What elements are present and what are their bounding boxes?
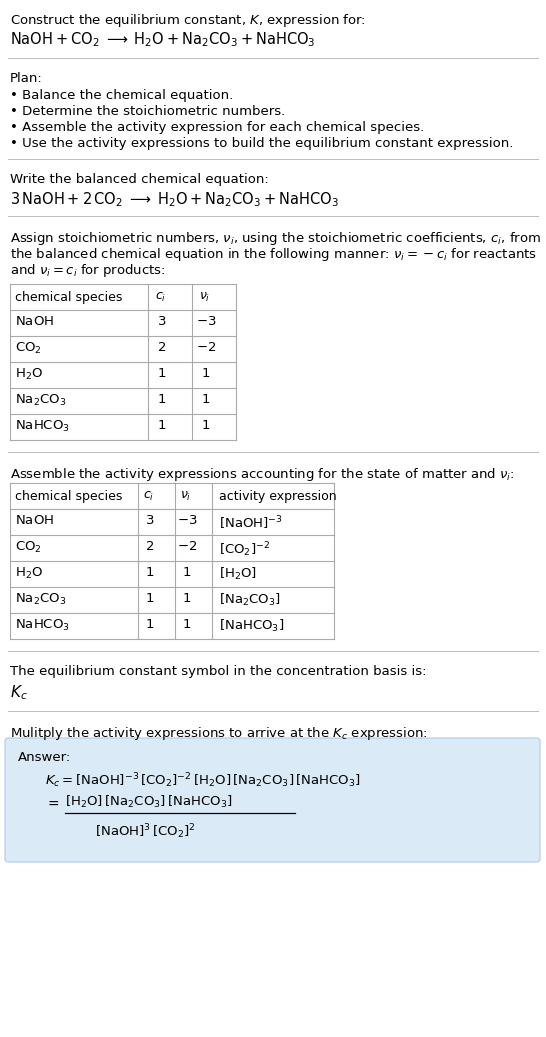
Text: 3: 3 xyxy=(158,315,166,328)
Text: $3\,\mathrm{NaOH} + 2\,\mathrm{CO_2} \;\longrightarrow\; \mathrm{H_2O} + \mathrm: $3\,\mathrm{NaOH} + 2\,\mathrm{CO_2} \;\… xyxy=(10,190,339,208)
Text: 1: 1 xyxy=(202,393,210,407)
Text: • Balance the chemical equation.: • Balance the chemical equation. xyxy=(10,89,233,102)
Text: 1: 1 xyxy=(158,419,166,432)
Text: $\mathrm{H_2O}$: $\mathrm{H_2O}$ xyxy=(15,367,43,382)
Text: $[\mathrm{CO_2}]^{-2}$: $[\mathrm{CO_2}]^{-2}$ xyxy=(219,540,270,559)
Text: $-2$: $-2$ xyxy=(177,540,197,553)
Text: $[\mathrm{NaOH}]^3\,[\mathrm{CO_2}]^2$: $[\mathrm{NaOH}]^3\,[\mathrm{CO_2}]^2$ xyxy=(95,822,195,841)
Text: and $\nu_i = c_i$ for products:: and $\nu_i = c_i$ for products: xyxy=(10,262,165,279)
Text: $c_i$: $c_i$ xyxy=(155,291,167,304)
Text: 1: 1 xyxy=(158,393,166,407)
Text: Assign stoichiometric numbers, $\nu_i$, using the stoichiometric coefficients, $: Assign stoichiometric numbers, $\nu_i$, … xyxy=(10,230,541,247)
Text: 3: 3 xyxy=(146,514,155,527)
Text: $\mathrm{NaOH} + \mathrm{CO_2} \;\longrightarrow\; \mathrm{H_2O} + \mathrm{Na_2C: $\mathrm{NaOH} + \mathrm{CO_2} \;\longri… xyxy=(10,30,316,49)
Text: $K_c$: $K_c$ xyxy=(10,683,28,702)
Text: 1: 1 xyxy=(183,618,191,630)
Text: 1: 1 xyxy=(146,618,155,630)
Text: Mulitply the activity expressions to arrive at the $K_c$ expression:: Mulitply the activity expressions to arr… xyxy=(10,725,428,742)
Text: activity expression: activity expression xyxy=(219,491,337,503)
Text: $\mathrm{CO_2}$: $\mathrm{CO_2}$ xyxy=(15,341,41,356)
Text: $-3$: $-3$ xyxy=(196,315,216,328)
Text: $K_c = [\mathrm{NaOH}]^{-3}\,[\mathrm{CO_2}]^{-2}\,[\mathrm{H_2O}]\,[\mathrm{Na_: $K_c = [\mathrm{NaOH}]^{-3}\,[\mathrm{CO… xyxy=(45,770,361,790)
Text: • Use the activity expressions to build the equilibrium constant expression.: • Use the activity expressions to build … xyxy=(10,137,513,150)
Text: Assemble the activity expressions accounting for the state of matter and $\nu_i$: Assemble the activity expressions accoun… xyxy=(10,466,515,483)
Text: $\mathrm{Na_2CO_3}$: $\mathrm{Na_2CO_3}$ xyxy=(15,592,66,607)
Text: 1: 1 xyxy=(146,566,155,579)
Text: 1: 1 xyxy=(183,566,191,579)
Text: the balanced chemical equation in the following manner: $\nu_i = -c_i$ for react: the balanced chemical equation in the fo… xyxy=(10,246,537,263)
Text: 2: 2 xyxy=(146,540,155,553)
Text: $\mathrm{H_2O}$: $\mathrm{H_2O}$ xyxy=(15,566,43,581)
Text: Write the balanced chemical equation:: Write the balanced chemical equation: xyxy=(10,173,269,186)
Text: $\nu_i$: $\nu_i$ xyxy=(199,291,210,304)
Text: $c_i$: $c_i$ xyxy=(143,491,155,503)
Text: $-2$: $-2$ xyxy=(196,341,216,354)
Text: 1: 1 xyxy=(146,592,155,605)
Text: $\mathrm{NaHCO_3}$: $\mathrm{NaHCO_3}$ xyxy=(15,618,70,634)
Text: The equilibrium constant symbol in the concentration basis is:: The equilibrium constant symbol in the c… xyxy=(10,665,426,678)
Text: Plan:: Plan: xyxy=(10,72,43,85)
Text: $\nu_i$: $\nu_i$ xyxy=(180,491,192,503)
Text: $[\mathrm{H_2O}]$: $[\mathrm{H_2O}]$ xyxy=(219,566,257,582)
Text: • Determine the stoichiometric numbers.: • Determine the stoichiometric numbers. xyxy=(10,105,285,118)
Text: $\mathrm{NaOH}$: $\mathrm{NaOH}$ xyxy=(15,514,54,527)
Text: 1: 1 xyxy=(202,367,210,380)
Text: $[\mathrm{NaHCO_3}]$: $[\mathrm{NaHCO_3}]$ xyxy=(219,618,284,634)
Text: Construct the equilibrium constant, $K$, expression for:: Construct the equilibrium constant, $K$,… xyxy=(10,12,366,29)
Text: 1: 1 xyxy=(158,367,166,380)
Text: $-3$: $-3$ xyxy=(177,514,197,527)
Text: $=$: $=$ xyxy=(45,796,60,810)
Text: $\mathrm{NaOH}$: $\mathrm{NaOH}$ xyxy=(15,315,54,328)
Text: 1: 1 xyxy=(202,419,210,432)
Text: $\mathrm{Na_2CO_3}$: $\mathrm{Na_2CO_3}$ xyxy=(15,393,66,409)
Text: $\mathrm{CO_2}$: $\mathrm{CO_2}$ xyxy=(15,540,41,555)
Text: Answer:: Answer: xyxy=(18,751,71,764)
Text: 1: 1 xyxy=(183,592,191,605)
Text: chemical species: chemical species xyxy=(15,491,122,503)
FancyBboxPatch shape xyxy=(5,738,540,862)
Text: 2: 2 xyxy=(158,341,166,354)
Text: chemical species: chemical species xyxy=(15,291,122,304)
Text: • Assemble the activity expression for each chemical species.: • Assemble the activity expression for e… xyxy=(10,121,424,134)
Text: $[\mathrm{Na_2CO_3}]$: $[\mathrm{Na_2CO_3}]$ xyxy=(219,592,281,608)
Text: $[\mathrm{H_2O}]\,[\mathrm{Na_2CO_3}]\,[\mathrm{NaHCO_3}]$: $[\mathrm{H_2O}]\,[\mathrm{Na_2CO_3}]\,[… xyxy=(65,794,233,810)
Text: $\mathrm{NaHCO_3}$: $\mathrm{NaHCO_3}$ xyxy=(15,419,70,435)
Text: $[\mathrm{NaOH}]^{-3}$: $[\mathrm{NaOH}]^{-3}$ xyxy=(219,514,283,532)
